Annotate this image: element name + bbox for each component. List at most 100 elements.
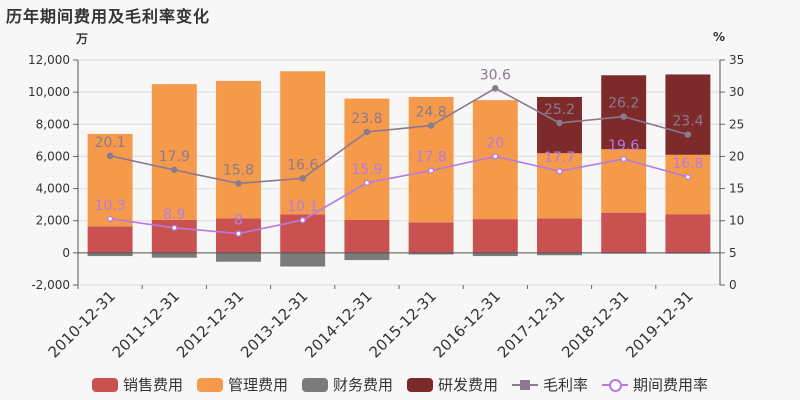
data-label-期间费用率: 20 [486, 135, 504, 151]
point-期间费用率 [620, 155, 627, 163]
bar-财务费用 [280, 252, 326, 267]
data-label-期间费用率: 17.8 [416, 150, 447, 166]
right-axis-unit: % [713, 30, 726, 44]
point-期间费用率 [492, 153, 499, 160]
point-期间费用率 [556, 168, 563, 175]
data-label-毛利率: 15.8 [223, 162, 254, 178]
chart-title: 历年期间费用及毛利率变化 [6, 7, 211, 26]
left-tick-label: 8,000 [36, 117, 70, 131]
point-毛利率 [299, 175, 306, 182]
data-label-期间费用率: 10.3 [95, 198, 126, 214]
legend-swatch [91, 377, 118, 392]
x-tick-label: 2011-12-31 [109, 287, 183, 361]
bar-销售费用 [472, 219, 518, 253]
legend-label: 期间费用率 [633, 376, 709, 394]
point-毛利率 [363, 128, 371, 136]
bar-研发费用 [665, 74, 711, 155]
legend-item-毛利率[interactable]: 毛利率 [512, 374, 588, 395]
legend-swatch [301, 377, 328, 392]
legend-swatch [196, 377, 223, 392]
legend: 销售费用 管理费用 财务费用 研发费用 毛利率 期间费用率 [0, 374, 800, 395]
data-label-毛利率: 23.4 [672, 114, 703, 130]
legend-item-财务费用[interactable]: 财务费用 [301, 374, 393, 395]
data-label-毛利率: 20.1 [95, 135, 126, 151]
right-tick-label: 30 [729, 85, 744, 99]
point-期间费用率 [171, 224, 178, 231]
legend-item-研发费用[interactable]: 研发费用 [407, 374, 498, 395]
data-label-毛利率: 25.2 [544, 102, 575, 118]
point-期间费用率 [235, 230, 242, 237]
right-tick-label: 35 [729, 53, 744, 67]
bar-财务费用 [472, 252, 518, 257]
bar-管理费用 [408, 96, 454, 223]
data-label-期间费用率: 10.1 [287, 199, 318, 215]
data-label-期间费用率: 15.9 [351, 162, 382, 178]
legend-label: 研发费用 [438, 376, 499, 394]
legend-item-期间费用率[interactable]: 期间费用率 [602, 374, 708, 395]
bar-销售费用 [601, 212, 647, 253]
data-label-毛利率: 23.8 [351, 111, 382, 127]
left-tick-label: -2,000 [31, 278, 70, 292]
point-期间费用率 [428, 167, 435, 174]
point-毛利率 [427, 122, 435, 129]
bar-管理费用 [87, 133, 133, 227]
right-tick-label: 20 [729, 149, 744, 163]
data-label-期间费用率: 19.6 [608, 138, 639, 154]
legend-label: 毛利率 [543, 376, 589, 394]
left-tick-label: 10,000 [28, 85, 70, 99]
bar-管理费用 [344, 98, 390, 220]
legend-swatch [407, 377, 433, 392]
left-tick-label: 6,000 [36, 149, 70, 163]
bar-销售费用 [408, 222, 454, 253]
point-毛利率 [684, 131, 692, 138]
bar-管理费用 [151, 84, 197, 220]
data-label-毛利率: 16.6 [287, 157, 318, 173]
point-期间费用率 [684, 173, 691, 181]
legend-label: 销售费用 [122, 376, 183, 394]
point-毛利率 [620, 113, 627, 120]
x-tick-label: 2018-12-31 [558, 287, 632, 361]
x-tick-label: 2015-12-31 [366, 287, 440, 361]
left-tick-label: 0 [62, 246, 70, 260]
point-期间费用率 [299, 217, 306, 224]
left-axis-unit: 万 [76, 32, 89, 46]
x-tick-label: 2016-12-31 [430, 287, 504, 361]
bar-销售费用 [344, 219, 390, 253]
legend-swatch [512, 378, 539, 392]
bar-管理费用 [216, 80, 261, 219]
data-label-期间费用率: 8 [234, 213, 243, 229]
x-tick-label: 2014-12-31 [301, 287, 375, 361]
left-tick-label: 2,000 [36, 214, 70, 228]
right-tick-label: 25 [729, 117, 744, 131]
bar-管理费用 [537, 153, 582, 219]
bar-财务费用 [537, 252, 582, 256]
right-tick-label: 15 [729, 182, 744, 196]
data-label-毛利率: 24.8 [416, 105, 447, 121]
point-期间费用率 [363, 179, 370, 186]
point-毛利率 [492, 85, 499, 92]
left-tick-label: 12,000 [28, 53, 70, 67]
bar-销售费用 [87, 226, 133, 253]
data-label-期间费用率: 17.7 [544, 150, 575, 166]
line-毛利率 [109, 87, 689, 185]
bar-管理费用 [665, 154, 711, 215]
data-label-期间费用率: 16.8 [672, 156, 703, 172]
data-label-毛利率: 17.9 [159, 149, 190, 165]
legend-item-销售费用[interactable]: 销售费用 [91, 374, 183, 395]
bar-财务费用 [344, 252, 390, 261]
right-tick-label: 5 [729, 246, 737, 260]
bar-财务费用 [408, 252, 454, 255]
legend-item-管理费用[interactable]: 管理费用 [196, 374, 288, 395]
right-tick-label: 0 [729, 278, 737, 292]
right-tick-label: 10 [729, 214, 744, 228]
bar-管理费用 [280, 71, 326, 215]
bar-财务费用 [87, 252, 133, 257]
line-期间费用率 [109, 155, 689, 235]
point-毛利率 [235, 180, 242, 187]
x-tick-label: 2017-12-31 [494, 287, 568, 361]
left-tick-label: 4,000 [36, 182, 70, 196]
legend-label: 管理费用 [227, 376, 288, 394]
x-tick-label: 2010-12-31 [45, 287, 119, 361]
bar-销售费用 [537, 218, 582, 253]
